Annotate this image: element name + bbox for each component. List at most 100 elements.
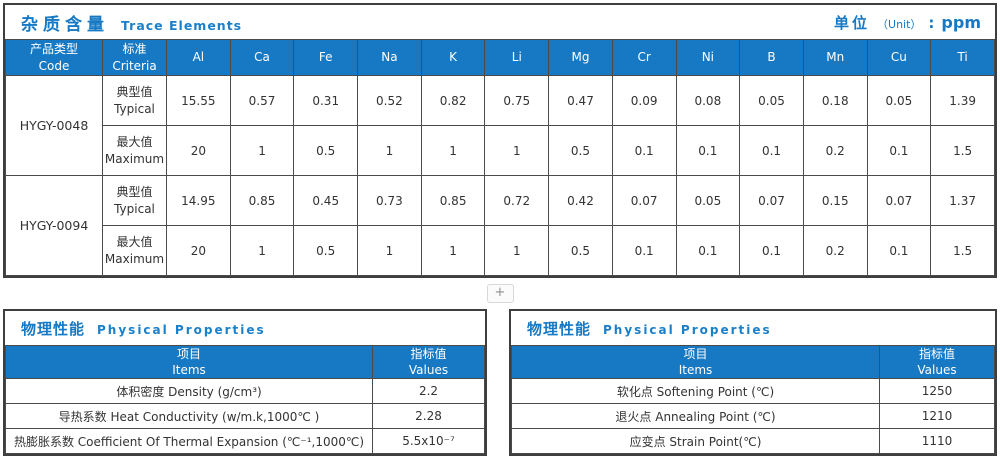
- header-product-code-zh: 产品类型: [29, 42, 78, 57]
- header-element-b: B: [739, 39, 804, 76]
- property-value-cell: 1210: [879, 403, 995, 430]
- property-value-cell: 1250: [879, 378, 995, 405]
- physical-left-table: 项目 Items 指标值 Values 体积密度 Density (g/cm³)…: [5, 344, 485, 455]
- physical-right-header-row: 项目 Items 指标值 Values: [511, 344, 995, 380]
- property-item-cell: 软化点 Softening Point (℃): [511, 378, 880, 405]
- element-value-cell: 0.1: [611, 225, 677, 276]
- header-items-en: Items: [678, 363, 713, 378]
- trace-row: 最大值 Maximum 20 1 0.5 1 1 1 0.5 0.1 0.1 0.1 0.2 0.1 1.5: [6, 125, 995, 176]
- element-value-cell: 20: [166, 225, 231, 276]
- unit-value: ppm: [941, 12, 981, 32]
- header-element-cr: Cr: [611, 39, 677, 76]
- element-value-cell: 1: [420, 125, 486, 176]
- unit-paren: （Unit）: [877, 17, 922, 31]
- trace-title-en: Trace Elements: [121, 17, 243, 33]
- element-value-cell: 0.52: [357, 75, 422, 126]
- section-divider: +: [0, 278, 1000, 309]
- criteria-cell: 典型值 Typical: [102, 175, 167, 226]
- criteria-zh: 典型值: [116, 85, 153, 100]
- unit-label: 单位 （Unit） : ppm: [834, 12, 981, 33]
- unit-colon: :: [928, 13, 935, 32]
- header-values-zh: 指标值: [918, 347, 955, 361]
- physical-properties-left-section: 物理性能 Physical Properties 项目 Items 指标值 Va…: [3, 309, 487, 457]
- trace-elements-section: 杂质含量 Trace Elements 单位 （Unit） : ppm 产品类型…: [3, 3, 997, 278]
- criteria-zh: 最大值: [116, 235, 153, 250]
- property-item-cell: 退火点 Annealing Point (℃): [511, 403, 880, 430]
- trace-elements-table: 产品类型 Code 标准 Criteria Al Ca Fe Na K Li Mg Cr Ni B…: [5, 39, 995, 276]
- property-row: 应变点 Strain Point(℃) 1110: [511, 428, 995, 455]
- header-element-ca: Ca: [229, 39, 295, 76]
- element-value-cell: 0.45: [293, 175, 359, 226]
- element-value-cell: 0.31: [293, 75, 359, 126]
- element-value-cell: 0.07: [611, 175, 677, 226]
- trace-title-bar: 杂质含量 Trace Elements 单位 （Unit） : ppm: [5, 5, 995, 39]
- element-value-cell: 0.5: [293, 225, 359, 276]
- header-items: 项目 Items: [5, 344, 373, 380]
- criteria-en: Maximum: [104, 251, 165, 266]
- element-value-cell: 1: [420, 225, 486, 276]
- element-value-cell: 1.5: [930, 225, 995, 276]
- trace-header-row: 产品类型 Code 标准 Criteria Al Ca Fe Na K Li Mg Cr Ni B…: [5, 39, 995, 76]
- element-value-cell: 14.95: [166, 175, 231, 226]
- criteria-cell: 最大值 Maximum: [102, 225, 167, 276]
- element-value-cell: 20: [166, 125, 231, 176]
- property-row: 热膨胀系数 Coefficient Of Thermal Expansion (…: [5, 428, 485, 455]
- element-value-cell: 0.08: [675, 75, 741, 126]
- criteria-en: Maximum: [104, 151, 165, 166]
- element-value-cell: 1.37: [930, 175, 995, 226]
- criteria-zh: 最大值: [116, 135, 153, 150]
- header-items-zh: 项目: [176, 347, 201, 361]
- element-value-cell: 0.2: [802, 225, 868, 276]
- physical_right-table-body: 软化点 Softening Point (℃) 1250 退火点 Annealing…: [511, 378, 995, 455]
- element-value-cell: 0.07: [866, 175, 932, 226]
- trace-row: HYGY-0048 典型值 Typical 15.55 0.57 0.31 0.52 0.82…: [5, 75, 995, 176]
- header-element-li: Li: [484, 39, 550, 76]
- property-item-cell: 应变点 Strain Point(℃): [511, 428, 880, 455]
- header-element-al: Al: [166, 39, 231, 76]
- element-value-cell: 0.75: [484, 75, 550, 126]
- element-value-cell: 15.55: [166, 75, 231, 126]
- element-value-cell: 0.85: [420, 175, 486, 226]
- header-element-na: Na: [357, 39, 422, 76]
- element-value-cell: 1: [229, 125, 295, 176]
- header-items-en: Items: [172, 363, 206, 378]
- element-value-cell: 0.47: [548, 75, 613, 126]
- header-product-code: 产品类型 Code: [5, 39, 103, 76]
- physical-right-title-bar: 物理性能 Physical Properties: [511, 311, 995, 345]
- element-value-cell: 0.57: [229, 75, 295, 126]
- property-value-cell: 1110: [879, 428, 995, 455]
- element-value-cell: 0.72: [484, 175, 550, 226]
- property-value-cell: 5.5x10⁻⁷: [372, 428, 485, 455]
- element-value-cell: 0.82: [420, 75, 486, 126]
- element-value-cell: 0.1: [611, 125, 677, 176]
- physical-right-title-zh: 物理性能: [527, 319, 592, 338]
- header-element-k: K: [420, 39, 486, 76]
- header-values: 指标值 Values: [372, 344, 485, 380]
- element-value-cell: 1.5: [930, 125, 995, 176]
- header-values-zh: 指标值: [410, 347, 447, 361]
- criteria-cell: 典型值 Typical: [102, 75, 167, 126]
- trace-row: 最大值 Maximum 20 1 0.5 1 1 1 0.5 0.1 0.1 0.1 0.2 0.1 1.5: [6, 225, 995, 276]
- header-values-en: Values: [917, 363, 957, 378]
- element-value-cell: 1: [484, 125, 550, 176]
- property-value-cell: 2.2: [372, 378, 485, 405]
- header-element-ti: Ti: [930, 39, 995, 76]
- expand-plus-button[interactable]: +: [486, 284, 514, 303]
- element-value-cell: 0.85: [229, 175, 295, 226]
- product-code-cell: HYGY-0048: [5, 75, 103, 176]
- element-value-cell: 0.07: [739, 175, 804, 226]
- property-row: 软化点 Softening Point (℃) 1250: [511, 378, 995, 405]
- criteria-en: Typical: [114, 101, 155, 116]
- physical-properties-row: 物理性能 Physical Properties 项目 Items 指标值 Va…: [0, 309, 1000, 457]
- criteria-zh: 典型值: [116, 185, 153, 200]
- header-element-mn: Mn: [802, 39, 868, 76]
- element-value-cell: 0.1: [675, 125, 741, 176]
- product-code-cell: HYGY-0094: [5, 175, 103, 276]
- element-value-cell: 1: [357, 225, 422, 276]
- element-value-cell: 1: [357, 125, 422, 176]
- element-value-cell: 1.39: [930, 75, 995, 126]
- element-value-cell: 0.5: [548, 225, 613, 276]
- element-value-cell: 0.5: [548, 125, 613, 176]
- header-criteria: 标准 Criteria: [102, 39, 167, 76]
- header-criteria-en: Criteria: [112, 58, 157, 73]
